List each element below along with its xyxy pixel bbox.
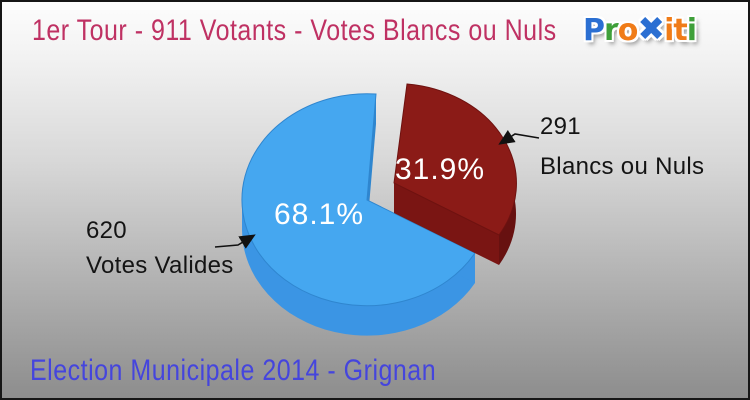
election-caption-link[interactable]: Election Municipale 2014 - Grignan <box>30 354 437 388</box>
pct-label-valides: 68.1% <box>274 198 364 231</box>
logo-letter-i1: i <box>664 13 674 48</box>
logo-x-icon: ✖ <box>637 9 665 48</box>
pct-label-blancs: 31.9% <box>395 153 485 186</box>
chart-title: 1er Tour - 911 Votants - Votes Blancs ou… <box>32 14 557 48</box>
pie-slice-votes-valides <box>241 93 476 307</box>
logo-letter-p: P <box>582 13 605 48</box>
callout-blancs-arrow <box>498 130 540 145</box>
callout-blancs-label: Blancs ou Nuls <box>540 153 704 180</box>
logo-letter-r: r <box>603 13 619 48</box>
pie-slice-blancs-cut <box>394 183 499 265</box>
proxiti-logo[interactable]: Pro✖iti <box>582 9 697 50</box>
logo-letter-i2: i <box>686 13 697 48</box>
callout-valides-arrow <box>214 234 256 249</box>
callout-blancs-value: 291 <box>540 113 581 140</box>
logo-letter-t: t <box>673 13 687 48</box>
callout-valides-label: Votes Valides <box>86 252 234 279</box>
pie-slice-blancs-side <box>499 166 517 265</box>
logo-letter-o: o <box>617 13 639 48</box>
pie-slice-valides-cut-top <box>367 94 376 230</box>
pie-slice-valides-side <box>242 200 475 336</box>
callout-valides-value: 620 <box>86 217 127 244</box>
